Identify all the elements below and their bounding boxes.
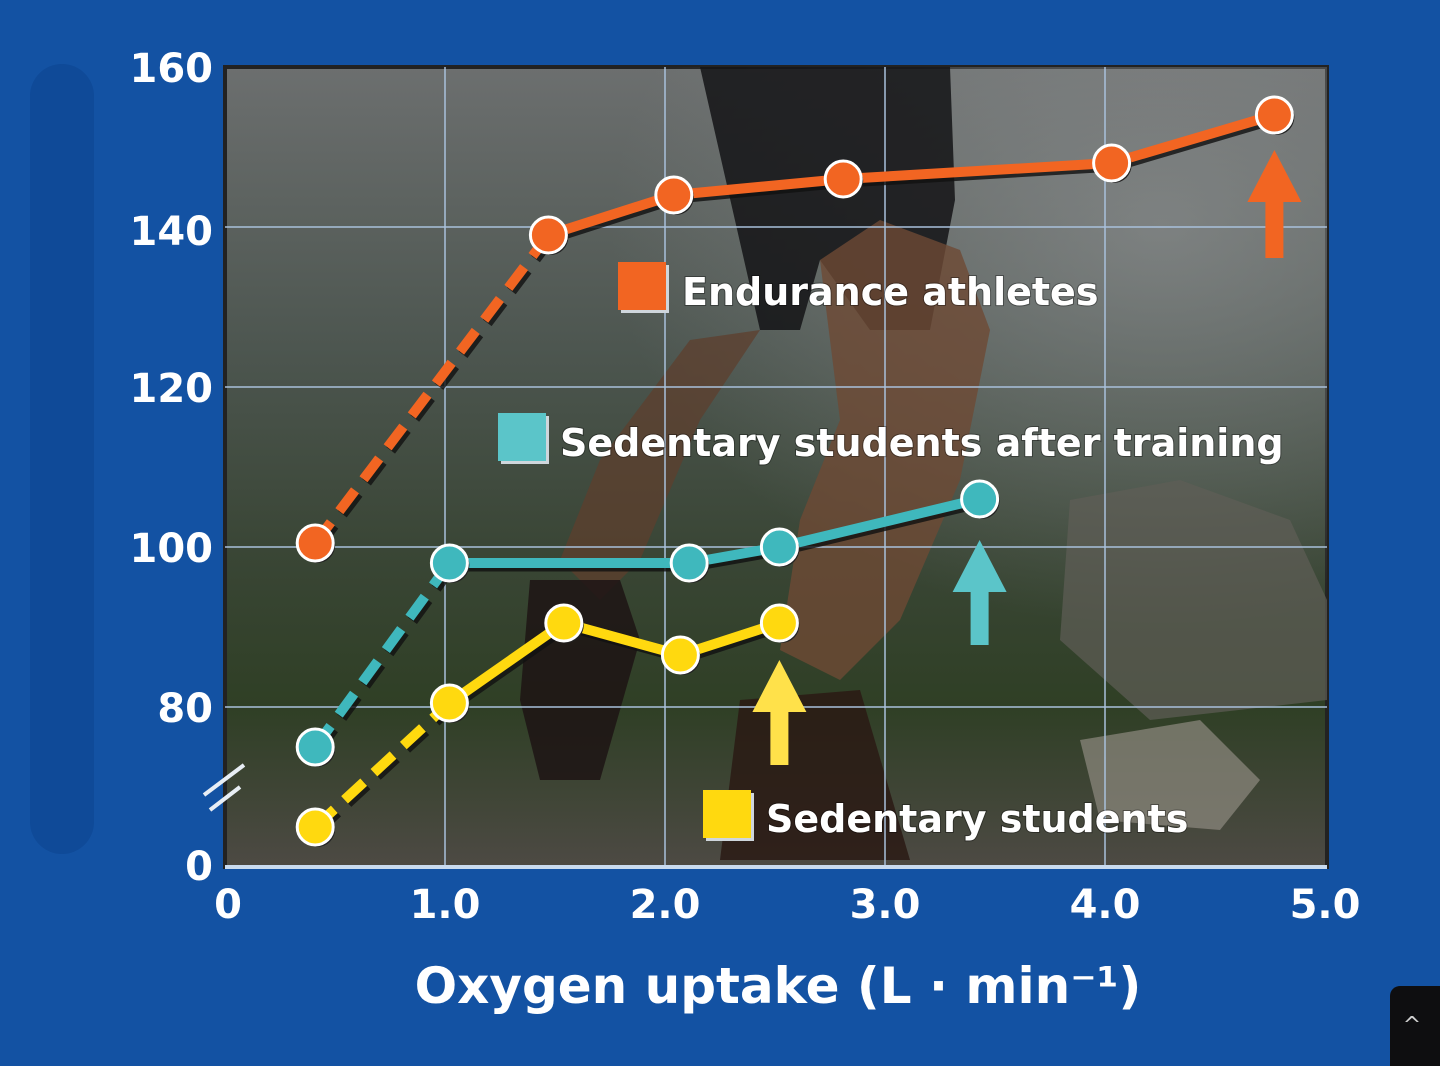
- data-point-marker: [960, 479, 1000, 519]
- data-point-marker: [654, 175, 694, 215]
- y-tick-label: 0: [185, 844, 213, 890]
- scroll-to-top-button[interactable]: ^: [1390, 986, 1440, 1066]
- legend-label: Sedentary students after training: [560, 421, 1284, 465]
- data-point-marker: [295, 523, 335, 563]
- y-tick-label: 160: [130, 46, 214, 92]
- data-point-marker: [295, 727, 335, 767]
- legend-item: Sedentary students after training: [498, 413, 1285, 466]
- data-point-marker: [1254, 95, 1294, 135]
- data-point-marker: [1092, 143, 1132, 183]
- data-point-marker: [669, 543, 709, 583]
- data-point-marker: [544, 603, 584, 643]
- x-tick-label: 5.0: [1290, 882, 1361, 928]
- x-axis-tick-labels: 0 1.0 2.0 3.0 4.0 5.0: [214, 882, 1360, 928]
- legend: Endurance athletes Sedentary students aft…: [498, 262, 1285, 842]
- y-tick-label: 120: [130, 366, 214, 412]
- legend-item: Sedentary students: [703, 790, 1189, 842]
- legend-label: Sedentary students: [766, 797, 1188, 841]
- y-axis-tick-labels: 0 80 100 120 140 160: [130, 46, 214, 890]
- plot-background-photo: [223, 65, 1329, 869]
- x-tick-label: 0: [214, 882, 242, 928]
- legend-item: Endurance athletes: [618, 262, 1099, 315]
- axis-break-marker: [202, 763, 246, 812]
- x-tick-label: 1.0: [410, 882, 481, 928]
- arrow-up-icon: [752, 660, 807, 765]
- side-scroll-track: [30, 64, 94, 854]
- series-sedentary-students: [295, 603, 800, 847]
- legend-swatch: [618, 262, 666, 310]
- data-point-marker: [429, 683, 469, 723]
- data-point-marker: [823, 159, 863, 199]
- x-tick-label: 4.0: [1070, 882, 1141, 928]
- data-point-marker: [759, 527, 799, 567]
- arrow-up-icon: [952, 540, 1007, 645]
- chevron-up-icon: ^: [1402, 1013, 1422, 1038]
- data-point-marker: [429, 543, 469, 583]
- series-sedentary-students-after-training: [295, 479, 1000, 767]
- y-tick-label: 100: [130, 526, 214, 572]
- x-tick-label: 2.0: [630, 882, 701, 928]
- x-axis-title: Oxygen uptake (L · min⁻¹): [415, 957, 1142, 1015]
- data-point-marker: [528, 215, 568, 255]
- y-tick-label: 140: [130, 209, 214, 255]
- y-tick-label: 80: [157, 686, 213, 732]
- series-layer: [295, 95, 1295, 847]
- data-point-marker: [660, 635, 700, 675]
- data-point-marker: [759, 603, 799, 643]
- legend-swatch: [703, 790, 751, 838]
- series-endurance-athletes: [295, 95, 1295, 563]
- legend-swatch: [498, 413, 546, 461]
- legend-label: Endurance athletes: [682, 270, 1098, 314]
- max-arrows: [752, 150, 1302, 765]
- arrow-up-icon: [1247, 150, 1302, 258]
- x-tick-label: 3.0: [850, 882, 921, 928]
- data-point-marker: [295, 807, 335, 847]
